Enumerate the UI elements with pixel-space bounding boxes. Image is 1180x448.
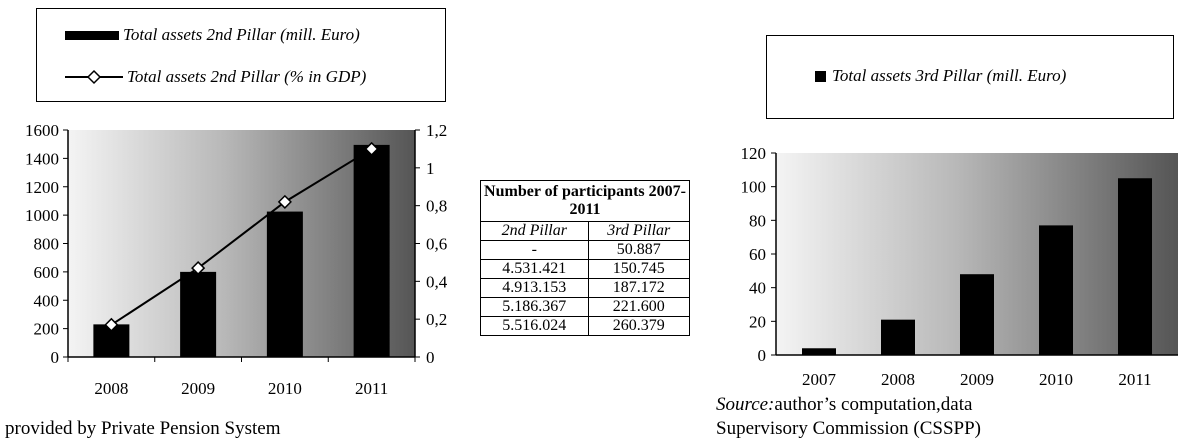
bar (1118, 178, 1152, 355)
line-point (364, 141, 379, 156)
legend-label-assets-gdp: Total assets 2nd Pillar (% in GDP) (127, 67, 367, 86)
table-row: 5.516.024 260.379 (480, 316, 691, 336)
table-title: Number of participants 2007-2011 (480, 180, 690, 222)
source-caption: Source:author’s computation,data (716, 394, 972, 416)
bar (802, 348, 836, 355)
y-tick-label-left: 800 (34, 235, 60, 254)
y-tick-label: 80 (749, 211, 766, 230)
y-tick-label-left: 200 (34, 320, 60, 339)
y-tick-label-right: 1 (426, 159, 435, 178)
chart-3rd-pillar: 0 20 40 60 80 100 120 2007 2008 2009 2010 2011 (741, 144, 1178, 389)
table-cell: 50.887 (587, 240, 691, 260)
line-point (191, 261, 206, 276)
y-tick-label-left: 1000 (25, 206, 59, 225)
y-tick-label-right: 1,2 (426, 121, 447, 140)
y-tick-label-left: 0 (51, 348, 60, 367)
x-tick-label: 2009 (960, 370, 994, 389)
x-tick-label: 2010 (1039, 370, 1073, 389)
legend-chart-2nd-pillar: Total assets 2nd Pillar (mill. Euro) Tot… (36, 8, 446, 102)
y-tick-label-left: 1400 (25, 149, 59, 168)
legend-label-3rd-assets: Total assets 3rd Pillar (mill. Euro) (832, 66, 1067, 85)
y-tick-label-left: 1600 (25, 121, 59, 140)
y-tick-label-left: 400 (34, 291, 60, 310)
y-tick-label-right: 0,4 (426, 272, 448, 291)
y-tick-label: 120 (741, 144, 767, 163)
table-cell: 4.913.153 (480, 278, 589, 298)
y-tick-label-left: 1200 (25, 178, 59, 197)
y-tick-label: 0 (758, 346, 767, 365)
x-tick-label: 2008 (881, 370, 915, 389)
table-row: 4.531.421 150.745 (480, 259, 691, 279)
table-column-row: 2nd Pillar 3rd Pillar (480, 221, 691, 241)
legend-chart-3rd-pillar: Total assets 3rd Pillar (mill. Euro) (766, 35, 1174, 119)
y-tick-label: 40 (749, 279, 766, 298)
x-tick-label: 2007 (802, 370, 837, 389)
bar-swatch-icon (815, 70, 826, 82)
line-point (277, 194, 292, 209)
y-tick-label-left: 600 (34, 263, 60, 282)
table-row: 4.913.153 187.172 (480, 278, 691, 298)
column-header-2nd: 2nd Pillar (480, 221, 589, 241)
y-tick-label: 100 (741, 178, 767, 197)
participants-table: Number of participants 2007-2011 2nd Pil… (480, 180, 691, 336)
series-line (110, 148, 373, 326)
y-tick-label-right: 0,8 (426, 197, 447, 216)
x-tick-label: 2008 (94, 379, 128, 398)
y-tick-label: 60 (749, 245, 766, 264)
table-cell: 5.186.367 (480, 297, 589, 317)
bar (266, 211, 303, 357)
line-point (104, 317, 119, 332)
caption-left: provided by Private Pension System (5, 418, 281, 439)
x-tick-label: 2011 (1118, 370, 1151, 389)
bar (881, 319, 915, 355)
y-tick-label-right: 0,2 (426, 310, 447, 329)
table-cell: 187.172 (587, 278, 691, 298)
y-tick-label-right: 0,6 (426, 235, 447, 254)
bar (1039, 225, 1073, 355)
table-cell: 260.379 (587, 316, 691, 336)
bar (180, 271, 217, 357)
table-cell: 5.516.024 (480, 316, 589, 336)
source-text: author’s computation,data (774, 394, 973, 415)
line-marker-swatch-icon (65, 69, 123, 85)
bar (960, 274, 994, 355)
y-tick-label: 20 (749, 312, 766, 331)
source-caption-line2: Supervisory Commission (CSSPP) (716, 418, 981, 439)
legend-label-assets-mill: Total assets 2nd Pillar (mill. Euro) (123, 25, 360, 44)
legend-item-assets-mill: Total assets 2nd Pillar (mill. Euro) (65, 25, 360, 45)
x-tick-label: 2010 (268, 379, 302, 398)
table-row: 5.186.367 221.600 (480, 297, 691, 317)
bar-swatch-icon (65, 30, 119, 40)
bar (353, 144, 390, 357)
legend-item-3rd-assets: Total assets 3rd Pillar (mill. Euro) (815, 66, 1066, 86)
source-label: Source: (716, 394, 775, 415)
x-tick-label: 2009 (181, 379, 215, 398)
table-cell: 221.600 (587, 297, 691, 317)
table-cell: 150.745 (587, 259, 691, 279)
x-tick-label: 2011 (355, 379, 388, 398)
table-header-row: Number of participants 2007-2011 (480, 180, 690, 222)
table-cell: 4.531.421 (480, 259, 589, 279)
table-cell: - (480, 240, 589, 260)
y-tick-label-right: 0 (426, 348, 435, 367)
column-header-3rd: 3rd Pillar (587, 221, 691, 241)
legend-item-assets-gdp: Total assets 2nd Pillar (% in GDP) (65, 67, 366, 87)
chart-2nd-pillar: 0 200 400 600 800 1000 1200 1400 1600 0 0,2 0,4 0,6 0… (25, 121, 448, 398)
table-row: -50.887 (480, 240, 691, 260)
